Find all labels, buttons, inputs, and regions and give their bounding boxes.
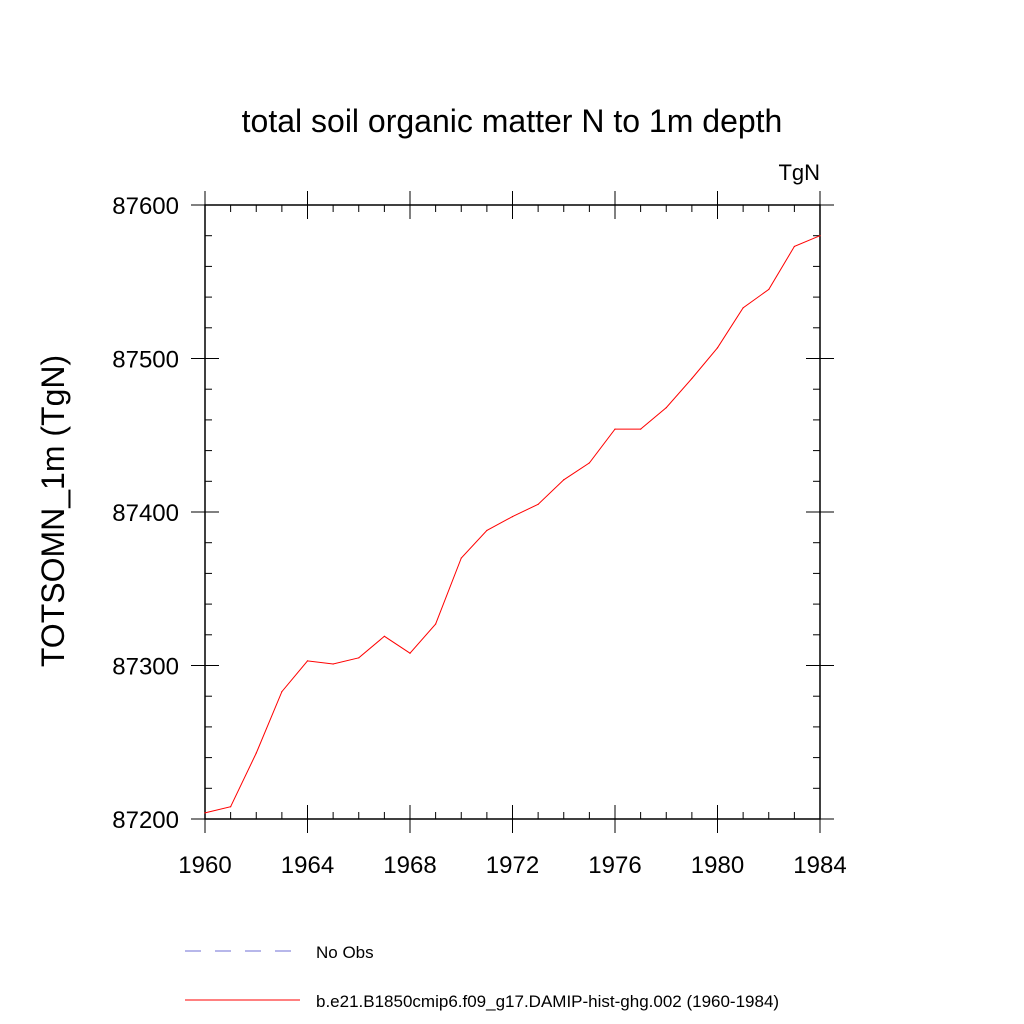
plot-frame	[204, 204, 821, 820]
axis-ticks	[191, 191, 834, 833]
x-tick-label: 1972	[486, 852, 539, 879]
data-point	[588, 462, 590, 464]
data-point	[204, 812, 206, 814]
y-tick-label: 87500	[112, 347, 179, 374]
data-point	[716, 347, 719, 349]
data-point	[665, 407, 667, 409]
data-point	[793, 245, 795, 248]
data-point	[383, 635, 385, 637]
data-point	[511, 516, 514, 518]
y-tick-label: 87200	[112, 807, 179, 834]
x-tick-label: 1960	[178, 852, 231, 879]
x-tick-label: 1984	[793, 852, 846, 879]
data-point	[768, 288, 770, 291]
x-tick-label: 1976	[588, 852, 641, 879]
data-point	[640, 428, 642, 430]
data-point	[409, 652, 411, 654]
y-tick-label: 87300	[112, 654, 179, 681]
data-point	[281, 690, 283, 693]
data-point	[230, 806, 232, 808]
data-point	[332, 663, 334, 665]
data-point	[435, 623, 437, 625]
y-axis-label: TOTSOMN_1m (TgN)	[35, 355, 71, 667]
data-point	[306, 660, 309, 662]
units-label: TgN	[778, 160, 820, 185]
series-lines	[204, 235, 821, 814]
data-point	[691, 377, 693, 380]
legend-label: b.e21.B1850cmip6.f09_g17.DAMIP-hist-ghg.…	[316, 992, 779, 1011]
data-point	[563, 479, 565, 481]
data-point	[742, 307, 744, 309]
y-tick-label: 87400	[112, 500, 179, 527]
data-point	[460, 557, 462, 559]
data-point	[358, 657, 360, 659]
data-point	[486, 529, 488, 532]
x-tick-label: 1964	[281, 852, 334, 879]
data-point	[819, 235, 821, 237]
legend: No Obs b.e21.B1850cmip6.f09_g17.DAMIP-his…	[185, 943, 779, 1011]
data-point	[614, 428, 616, 430]
legend-label: No Obs	[316, 943, 374, 962]
chart-title: total soil organic matter N to 1m depth	[242, 103, 783, 139]
data-point	[255, 752, 257, 754]
x-tick-label: 1980	[691, 852, 744, 879]
y-tick-label: 87600	[112, 193, 179, 220]
data-point	[537, 503, 539, 505]
x-tick-label: 1968	[383, 852, 436, 879]
series-line	[204, 235, 821, 814]
tick-labels: 1960 1964 1968 1972 1976 1980 1984 87200 87300 87…	[112, 193, 846, 879]
